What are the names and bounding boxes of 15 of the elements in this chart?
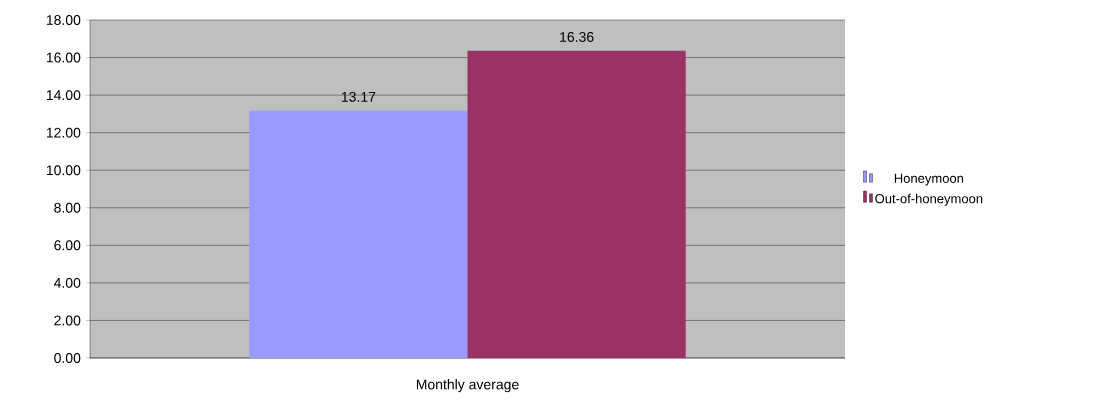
y-tick-label: 14.00: [46, 90, 81, 101]
y-tick-label: 12.00: [46, 127, 81, 138]
y-tick-label: 2.00: [54, 315, 81, 326]
y-tick-label: 16.00: [46, 52, 81, 63]
data-label: 13.17: [341, 91, 376, 102]
y-tick-label: 10.00: [46, 165, 81, 176]
legend-label: Honeymoon: [894, 173, 964, 186]
legend-label: Out-of-honeymoon: [875, 193, 983, 206]
y-tick-label: 18.00: [46, 15, 81, 25]
y-tick-label: 0.00: [54, 353, 81, 363]
y-tick-label: 6.00: [54, 240, 81, 251]
y-tick-label: 8.00: [54, 202, 81, 213]
data-label: 16.36: [560, 32, 594, 42]
y-tick-label: 4.00: [53, 277, 81, 288]
x-tick-label: Monthly average: [416, 379, 519, 393]
